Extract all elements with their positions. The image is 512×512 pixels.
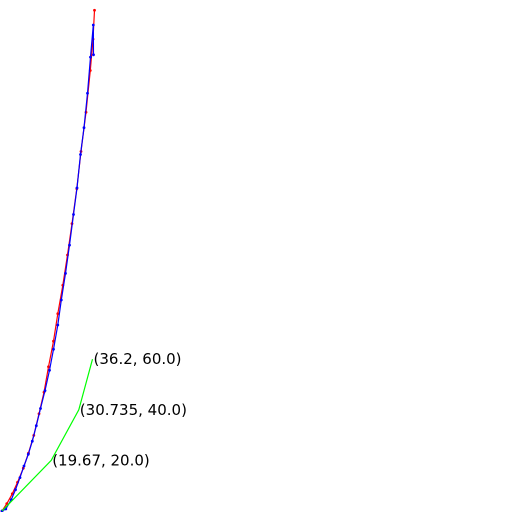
data-point <box>64 272 67 275</box>
series-0 <box>0 8 96 512</box>
point-annotation: (30.735, 40.0) <box>80 401 187 419</box>
data-point <box>26 452 30 456</box>
data-point <box>91 23 95 27</box>
series-line <box>1 10 96 512</box>
data-point <box>68 243 71 247</box>
data-point <box>79 153 82 156</box>
series-layer <box>0 8 96 512</box>
data-point <box>52 339 55 343</box>
point-annotation: (36.2, 60.0) <box>94 350 182 368</box>
data-point <box>72 213 75 216</box>
data-point <box>5 502 9 506</box>
data-point <box>48 368 51 372</box>
data-point <box>56 312 60 316</box>
data-point <box>92 53 95 57</box>
data-point <box>30 439 34 443</box>
data-point <box>22 464 26 468</box>
data-point <box>59 298 63 302</box>
point-annotation: (19.67, 20.0) <box>52 451 150 469</box>
data-point <box>43 389 47 392</box>
data-point <box>52 347 55 351</box>
data-point <box>14 488 17 492</box>
series-2 <box>1 359 94 512</box>
data-point <box>39 407 42 410</box>
data-point <box>86 91 89 95</box>
series-line <box>1 359 94 512</box>
data-point <box>75 186 79 190</box>
data-point <box>93 8 96 12</box>
data-point <box>34 424 38 428</box>
annotation-layer: (19.67, 20.0) (30.735, 40.0) (36.2, 60.0) <box>52 350 187 469</box>
data-point <box>18 476 22 479</box>
data-point <box>89 55 92 59</box>
data-point <box>82 126 86 130</box>
series-1 <box>0 23 95 512</box>
data-point <box>47 365 50 369</box>
series-line <box>1 24 95 512</box>
data-point <box>56 323 60 327</box>
